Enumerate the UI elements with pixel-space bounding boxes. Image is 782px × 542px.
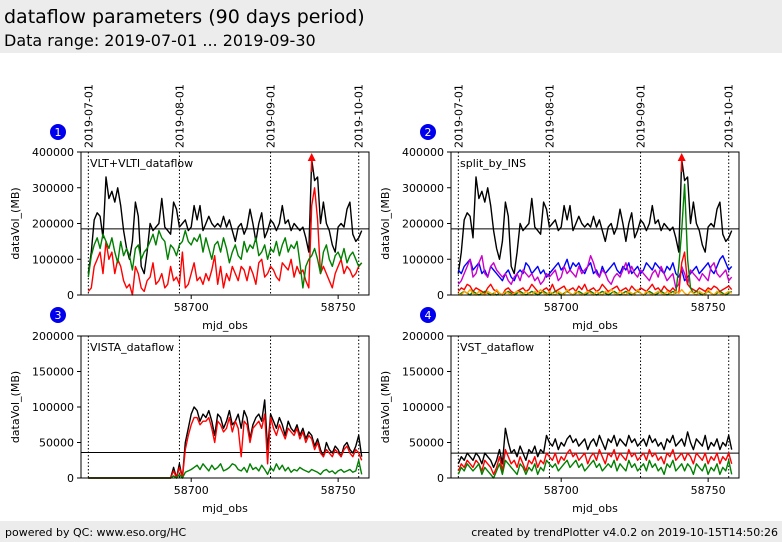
page-header: dataflow parameters (90 days period) Dat… bbox=[0, 0, 782, 53]
series-line-red bbox=[457, 448, 733, 476]
date-mark-label: 2019-07-01 bbox=[452, 84, 465, 148]
x-tick-label: 58750 bbox=[691, 484, 726, 497]
y-axis-label: dataVol_(MB) bbox=[9, 187, 22, 259]
chart-panel-1: 1 2019-07-01 2019-08-01 2019-09-01 2019-10-0… bbox=[9, 84, 370, 332]
y-tick-label: 150000 bbox=[402, 366, 444, 379]
series-line-green bbox=[457, 183, 733, 296]
x-tick-label: 58750 bbox=[321, 301, 356, 314]
date-mark-label: 2019-09-01 bbox=[265, 84, 278, 148]
panel-badge-number: 1 bbox=[55, 126, 62, 139]
y-tick-label: 400000 bbox=[402, 146, 444, 159]
y-tick-label: 200000 bbox=[402, 330, 444, 343]
panel-badge-number: 3 bbox=[55, 309, 62, 322]
y-axis-label: dataVol_(MB) bbox=[379, 371, 392, 443]
page-title: dataflow parameters (90 days period) bbox=[4, 6, 365, 28]
series-line-green bbox=[87, 229, 363, 289]
y-axis-label: dataVol_(MB) bbox=[379, 187, 392, 259]
date-mark-label: 2019-07-01 bbox=[82, 84, 95, 148]
panel-label: split_by_INS bbox=[460, 157, 526, 170]
chart-panel-2: 2 2019-07-01 2019-08-01 2019-09-01 2019-10-0… bbox=[379, 84, 740, 332]
date-mark-label: 2019-08-01 bbox=[543, 84, 556, 148]
y-tick-label: 400000 bbox=[32, 146, 74, 159]
panel-label: VLT+VLTI_dataflow bbox=[90, 157, 193, 170]
panel-badge bbox=[50, 124, 66, 140]
x-tick-label: 58750 bbox=[691, 301, 726, 314]
x-tick-label: 58700 bbox=[544, 301, 579, 314]
y-tick-label: 300000 bbox=[402, 182, 444, 195]
panel-badge-number: 2 bbox=[425, 126, 432, 139]
y-tick-label: 100000 bbox=[32, 253, 74, 266]
y-tick-label: 0 bbox=[437, 472, 444, 485]
panel-label: VST_dataflow bbox=[460, 341, 534, 354]
footer-created-by: created by trendPlotter v4.0.2 on 2019-1… bbox=[471, 526, 778, 539]
y-tick-label: 100000 bbox=[402, 401, 444, 414]
series-line-black bbox=[88, 399, 363, 479]
date-mark-label: 2019-10-01 bbox=[723, 84, 736, 148]
x-tick-label: 58750 bbox=[321, 484, 356, 497]
outlier-arrow bbox=[307, 153, 316, 161]
series-line-magenta bbox=[457, 254, 733, 289]
panel-badge bbox=[420, 124, 436, 140]
x-tick-label: 58700 bbox=[174, 484, 209, 497]
y-tick-label: 0 bbox=[67, 289, 74, 302]
panel-label: VISTA_dataflow bbox=[90, 341, 174, 354]
y-tick-label: 300000 bbox=[32, 182, 74, 195]
y-tick-label: 50000 bbox=[409, 437, 444, 450]
x-axis-label: mjd_obs bbox=[202, 502, 248, 515]
series-line-black bbox=[457, 427, 733, 469]
chart-panel-3: 3 0 50000 100000 150000 200000 58700 58750 mjd_o… bbox=[9, 307, 370, 515]
series-line-green bbox=[88, 459, 363, 479]
y-tick-label: 0 bbox=[67, 472, 74, 485]
y-tick-label: 0 bbox=[437, 289, 444, 302]
x-axis-label: mjd_obs bbox=[572, 319, 618, 332]
y-axis-label: dataVol_(MB) bbox=[9, 371, 22, 443]
y-tick-label: 100000 bbox=[402, 253, 444, 266]
x-axis-label: mjd_obs bbox=[572, 502, 618, 515]
y-tick-label: 200000 bbox=[32, 330, 74, 343]
date-mark-label: 2019-09-01 bbox=[635, 84, 648, 148]
page-footer: powered by QC: www.eso.org/HC created by… bbox=[0, 521, 782, 542]
x-axis-label: mjd_obs bbox=[202, 319, 248, 332]
series-line-green bbox=[457, 459, 733, 479]
data-range-subtitle: Data range: 2019-07-01 ... 2019-09-30 bbox=[4, 31, 316, 50]
date-mark-label: 2019-10-01 bbox=[353, 84, 366, 148]
series-line-black bbox=[87, 158, 363, 275]
outlier-arrow bbox=[677, 153, 686, 161]
series-line-red bbox=[87, 187, 363, 296]
chart-panel-4: 4 0 50000 100000 150000 200000 58700 58750 mjd_o… bbox=[379, 307, 740, 515]
y-tick-label: 150000 bbox=[32, 366, 74, 379]
date-mark-label: 2019-08-01 bbox=[173, 84, 186, 148]
x-tick-label: 58700 bbox=[174, 301, 209, 314]
y-tick-label: 50000 bbox=[39, 437, 74, 450]
series-line-black bbox=[457, 158, 733, 275]
series-line-orange bbox=[457, 288, 733, 296]
plot-frame bbox=[80, 335, 370, 479]
y-tick-label: 200000 bbox=[402, 218, 444, 231]
x-tick-label: 58700 bbox=[544, 484, 579, 497]
panel-badge bbox=[420, 307, 436, 323]
footer-powered-by: powered by QC: www.eso.org/HC bbox=[5, 526, 187, 539]
panel-badge-number: 4 bbox=[425, 309, 432, 322]
y-tick-label: 200000 bbox=[32, 218, 74, 231]
panel-badge bbox=[50, 307, 66, 323]
y-tick-label: 100000 bbox=[32, 401, 74, 414]
